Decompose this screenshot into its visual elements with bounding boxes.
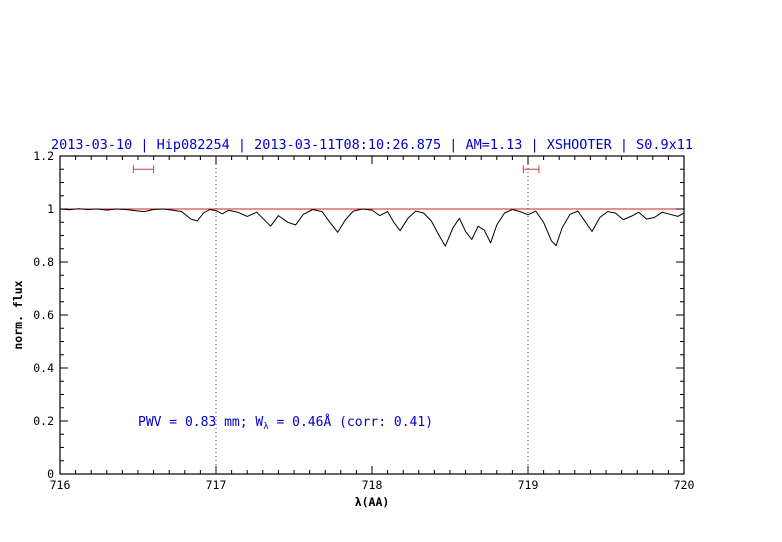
pwv-annotation-prefix: PWV = 0.83 mm; W [138, 415, 263, 430]
y-tick-label: 0 [47, 467, 54, 481]
plot-drawn-layer: 716 717 718 719 720 0 0.2 0.4 0.6 0.8 1 1.2 [33, 149, 694, 492]
x-tick-label: 716 [50, 478, 71, 492]
y-tick-label: 0.6 [33, 308, 54, 322]
plot-title: 2013-03-10 | Hip082254 | 2013-03-11T08:1… [51, 137, 693, 153]
x-tick-label: 717 [206, 478, 227, 492]
y-tick-label: 0.8 [33, 255, 54, 269]
pwv-annotation-suffix: = 0.46Å (corr: 0.41) [269, 414, 433, 430]
spectrum-line [59, 208, 685, 247]
x-tick-label: 719 [518, 478, 539, 492]
y-tick-label: 0.2 [33, 414, 54, 428]
y-tick-label: 1.2 [33, 149, 54, 163]
y-tick-label: 0.4 [33, 361, 54, 375]
y-axis-label: norm. flux [11, 280, 25, 349]
pwv-annotation: PWV = 0.83 mm; Wλ = 0.46Å (corr: 0.41) [138, 414, 433, 432]
x-tick-label: 720 [674, 478, 695, 492]
y-tick-label: 1 [47, 202, 54, 216]
x-axis-label: λ(AA) [355, 495, 390, 509]
pwv-annotation-sub: λ [263, 422, 269, 432]
x-tick-label: 718 [362, 478, 383, 492]
